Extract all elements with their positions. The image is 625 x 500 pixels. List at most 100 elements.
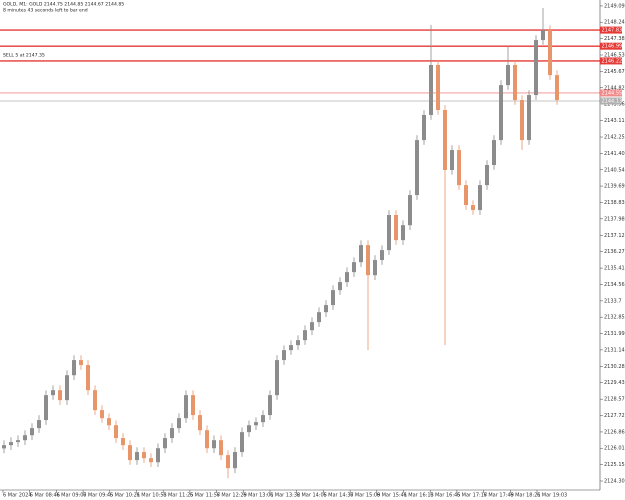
candle-body [436, 64, 440, 110]
candle-body [58, 390, 62, 401]
candle-body [527, 95, 531, 141]
y-tick-label: 2143.11 [604, 118, 625, 124]
candle-body [408, 195, 412, 226]
candle-body [170, 428, 174, 439]
candle-body [142, 452, 146, 459]
y-tick-label: 2144.82 [604, 85, 625, 91]
chart-subheader: 8 minutes 43 seconds left to bar end [3, 8, 88, 14]
x-tick-label: 6 Mar 14:05 [297, 493, 327, 499]
y-tick-label: 2147.38 [604, 36, 625, 42]
chart-header: GOLD, M1: GOLD 2144.75 2144.85 2144.67 2… [3, 2, 124, 8]
candle-body [450, 150, 454, 170]
y-tick-label: 2127.72 [604, 413, 625, 419]
y-tick-label: 2145.67 [604, 69, 625, 75]
y-tick-label: 2141.40 [604, 151, 625, 157]
price-level-tag [600, 42, 622, 50]
candle-body [205, 430, 209, 449]
candle-body [506, 64, 510, 86]
y-tick-label: 2128.57 [604, 397, 625, 403]
candle-body [247, 425, 251, 433]
candle-body [2, 445, 6, 449]
price-level-tag [600, 97, 622, 105]
y-tick-label: 2143.96 [604, 102, 625, 108]
x-tick-label: 6 Mar 11:57 [190, 493, 220, 499]
candle-body [303, 330, 307, 341]
candle-body [37, 420, 41, 429]
candle-body [44, 395, 48, 421]
candle-body [317, 312, 321, 323]
candle-body [338, 282, 342, 291]
y-tick-label: 2135.41 [604, 266, 625, 272]
candle-body [478, 185, 482, 211]
candle-body [65, 375, 69, 401]
y-tick-label: 2148.24 [604, 20, 625, 26]
y-tick-label: 2130.28 [604, 364, 625, 370]
candle-body [240, 432, 244, 453]
candle-body [275, 360, 279, 396]
y-tick-label: 2132.85 [604, 315, 625, 321]
candle-body [23, 435, 27, 441]
candle-body [464, 185, 468, 206]
y-tick-label: 2126.86 [604, 429, 625, 435]
candle-body [310, 322, 314, 331]
plot-area [0, 8, 600, 479]
x-tick-label: 6 Mar 09:07 [56, 493, 86, 499]
price-level-label: 2147.83 [602, 28, 623, 34]
candle-body [296, 340, 300, 346]
x-tick-label: 6 Mar 17:17 [457, 493, 487, 499]
y-tick-label: 2133.7 [604, 298, 622, 304]
candle-body [324, 305, 328, 313]
candle-body [541, 30, 545, 41]
candle-body [485, 164, 489, 186]
price-level-label: 2144.13 [602, 98, 623, 104]
y-tick-label: 2137.98 [604, 216, 625, 222]
x-tick-label: 6 Mar 15:41 [377, 493, 407, 499]
x-tick-label: 6 Mar 18:21 [510, 493, 540, 499]
candle-body [457, 150, 461, 186]
candle-body [429, 64, 433, 115]
x-tick-label: 6 Mar 10:21 [110, 493, 140, 499]
candle-body [177, 418, 181, 429]
x-tick-label: 6 Mar 12:29 [217, 493, 247, 499]
candle-body [212, 440, 216, 449]
candle-body [555, 75, 559, 101]
x-tick-label: 6 Mar 17:49 [484, 493, 514, 499]
x-tick-label: 6 Mar 11:25 [163, 493, 193, 499]
candle-body [380, 250, 384, 261]
y-tick-label: 2137.12 [604, 233, 625, 239]
candle-body [72, 360, 76, 376]
candle-body [93, 390, 97, 411]
candle-body [128, 445, 132, 461]
x-tick-label: 6 Mar 16:45 [430, 493, 460, 499]
candle-body [163, 438, 167, 449]
y-tick-label: 2125.15 [604, 462, 625, 468]
candle-body [114, 425, 118, 439]
candle-body [331, 290, 335, 306]
candle-body [219, 440, 223, 456]
candle-body [79, 360, 83, 366]
x-tick-label: 6 Mar 09:45 [83, 493, 113, 499]
y-tick-label: 2146.53 [604, 52, 625, 58]
candle-body [492, 140, 496, 165]
price-level-tag [600, 89, 622, 97]
y-tick-label: 2149.09 [604, 3, 625, 9]
candle-body [534, 40, 538, 96]
candle-body [233, 452, 237, 469]
price-level-tag [600, 26, 622, 34]
candle-body [156, 448, 160, 463]
x-tick-label: 6 Mar 15:09 [350, 493, 380, 499]
candle-body [345, 272, 349, 283]
candle-body [513, 64, 517, 101]
candle-body [415, 140, 419, 196]
candle-body [366, 245, 370, 276]
x-tick-label: 6 Mar 10:53 [137, 493, 167, 499]
x-tick-label: 6 Mar 2024 [3, 493, 32, 499]
x-tick-label: 6 Mar 08:46 [30, 493, 60, 499]
candle-body [149, 458, 153, 463]
candle-body [373, 260, 377, 276]
candle-body [198, 415, 202, 431]
y-tick-label: 2131.99 [604, 331, 625, 337]
candle-body [499, 85, 503, 141]
